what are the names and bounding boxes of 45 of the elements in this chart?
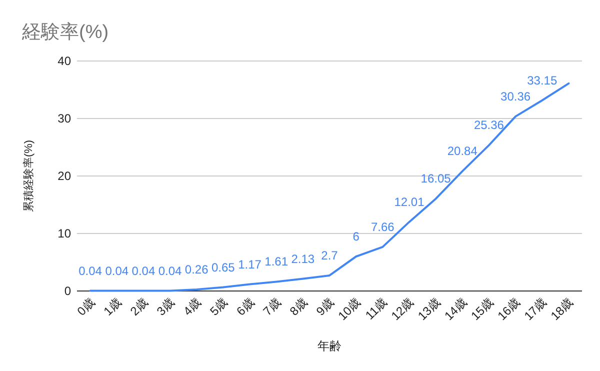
data-label: 0.04 [132, 264, 156, 278]
y-tick-label: 0 [64, 284, 72, 298]
data-label: 0.04 [158, 264, 182, 278]
data-label: 2.7 [321, 248, 338, 262]
x-tick-label: 13歳 [415, 295, 443, 324]
chart-title: 経験率(%) [21, 21, 109, 43]
data-label: 6 [352, 230, 360, 244]
data-label: 0.26 [184, 262, 209, 277]
x-tick-label: 9歳 [314, 295, 337, 318]
data-label: 0.04 [78, 264, 102, 278]
x-tick-label: 18歳 [548, 295, 576, 324]
x-tick-label: 10歳 [335, 295, 364, 324]
data-label: 0.04 [105, 264, 129, 278]
x-tick-label: 17歳 [521, 295, 550, 324]
data-label: 12.01 [394, 194, 425, 209]
data-label: 20.84 [447, 144, 478, 158]
x-tick-label: 11歳 [362, 295, 390, 322]
x-tick-label: 15歳 [468, 295, 496, 324]
x-tick-label: 0歳 [74, 295, 98, 318]
x-tick-label: 3歳 [154, 295, 178, 318]
x-tick-label: 12歳 [388, 295, 416, 324]
y-tick-label: 30 [58, 112, 72, 126]
x-tick-label: 8歳 [286, 295, 310, 318]
x-tick-label: 4歳 [180, 295, 204, 318]
x-tick-label: 6歳 [234, 295, 257, 318]
data-label: 0.65 [212, 260, 236, 274]
data-label: 1.17 [238, 257, 262, 272]
x-tick-label: 14歳 [442, 295, 470, 324]
x-axis-title: 年齢 [318, 339, 342, 353]
data-label: 2.13 [291, 252, 315, 266]
data-label: 33.15 [527, 73, 558, 88]
y-axis-title: 累積経験率(%) [22, 140, 35, 212]
y-tick-label: 10 [58, 226, 72, 240]
data-label: 16.05 [420, 172, 452, 186]
x-tick-label: 16歳 [494, 295, 523, 324]
data-label: 25.36 [474, 118, 504, 132]
data-label: 1.61 [264, 254, 288, 269]
y-tick-label: 20 [58, 169, 72, 183]
x-tick-label: 1歳 [100, 295, 124, 318]
x-tick-label: 2歳 [127, 295, 151, 318]
x-tick-label: 5歳 [207, 295, 230, 318]
x-tick-label: 7歳 [260, 295, 284, 318]
data-label: 7.66 [370, 220, 395, 234]
y-tick-label: 40 [58, 54, 72, 68]
data-label: 30.36 [500, 89, 531, 104]
